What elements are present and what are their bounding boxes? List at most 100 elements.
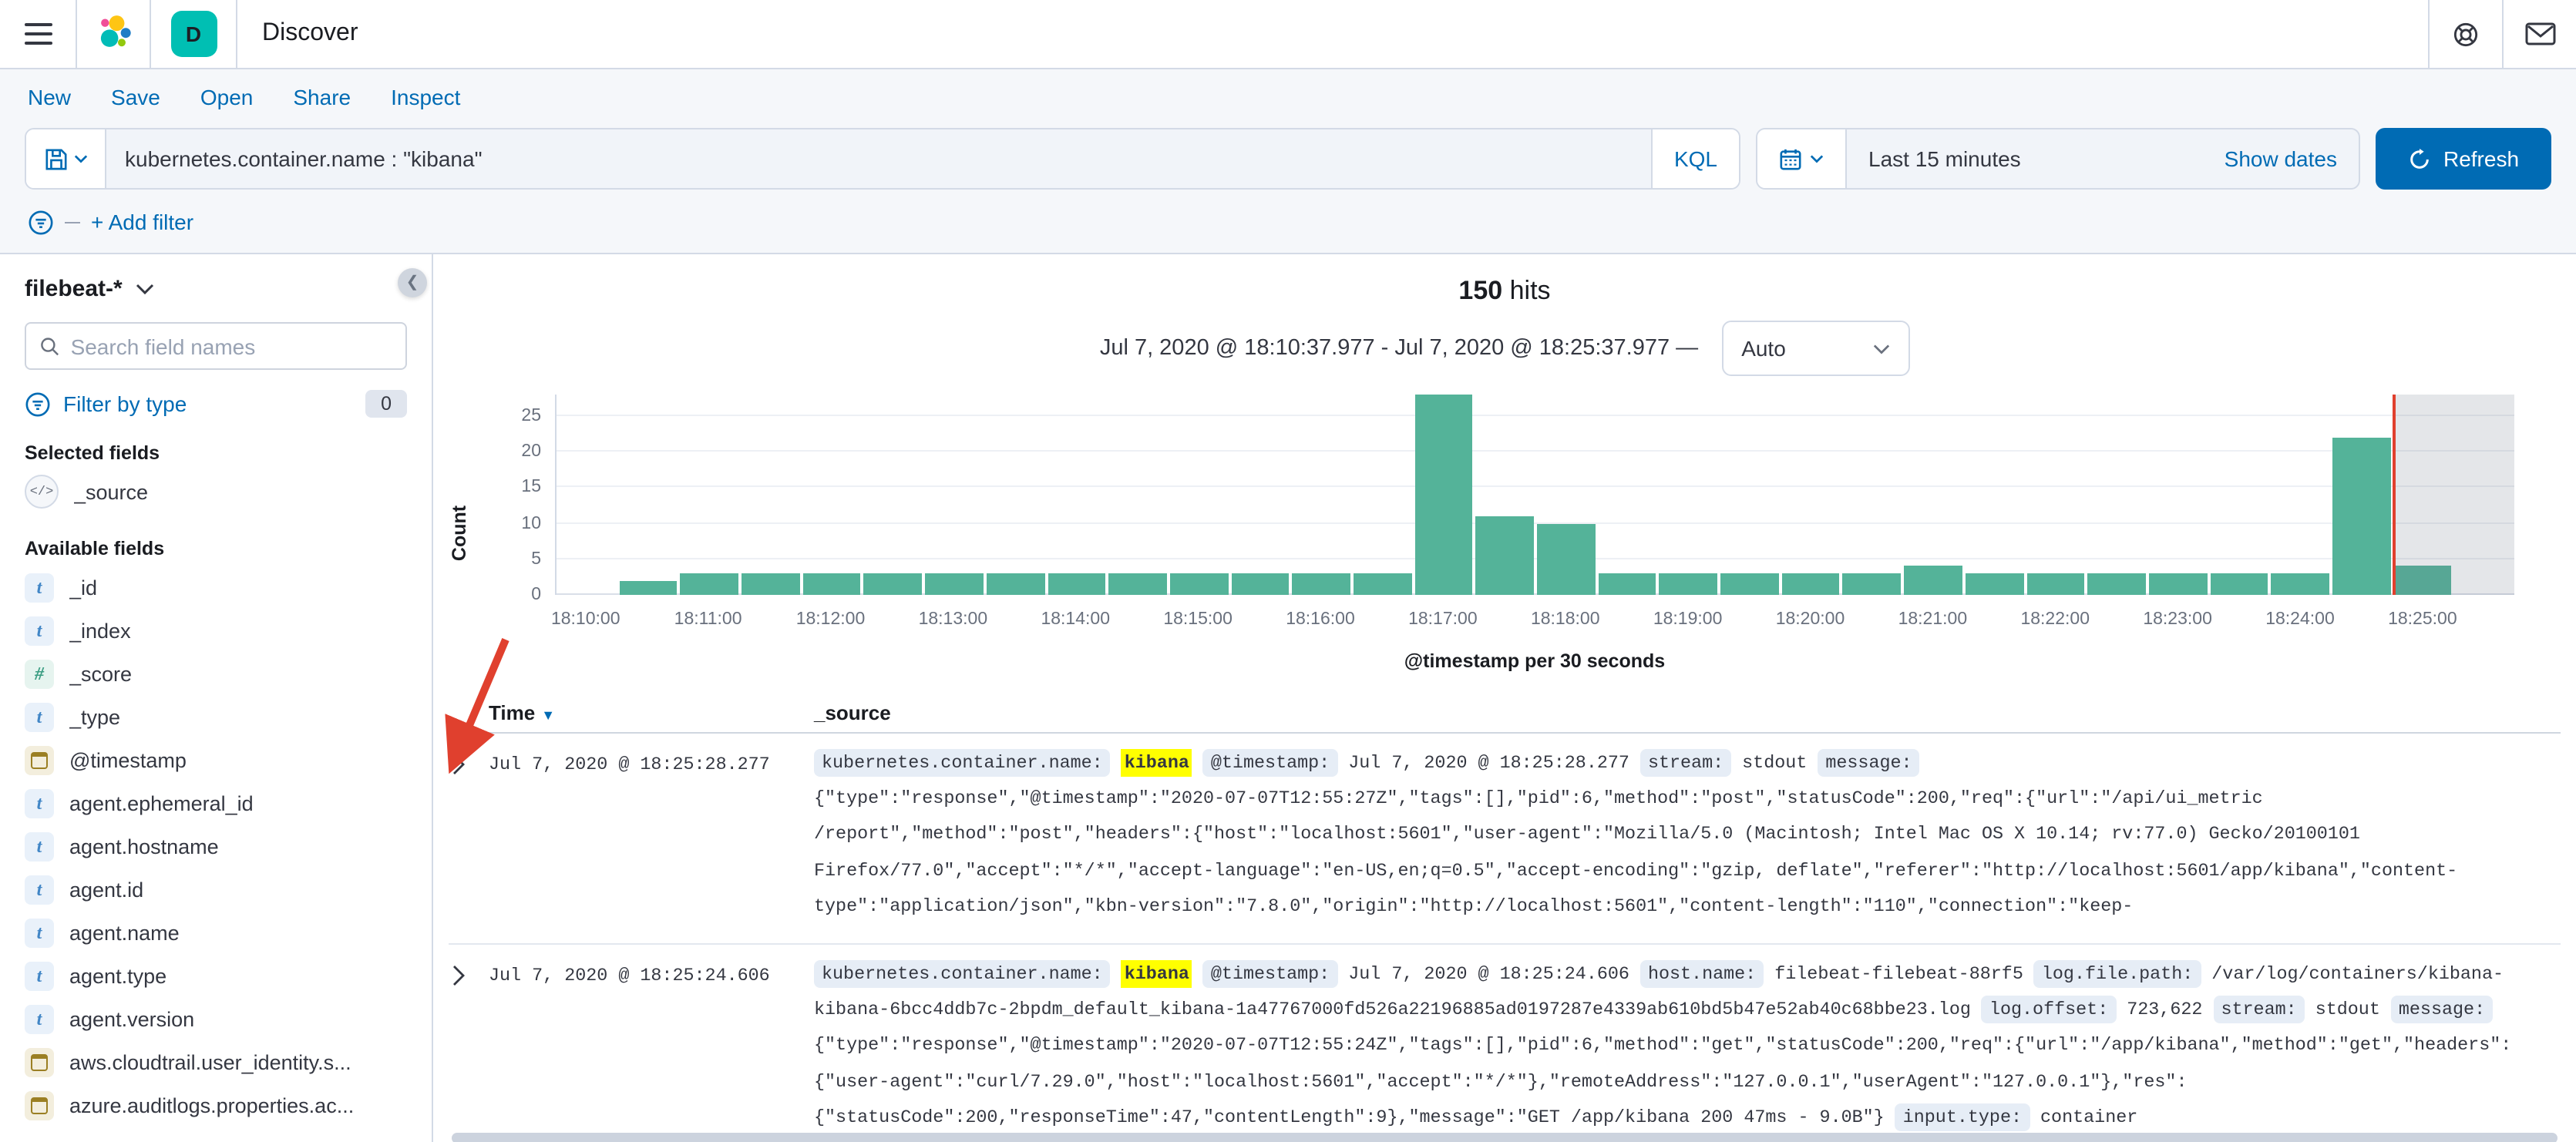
histogram-bar-slot xyxy=(679,395,740,595)
field-value: /var/log/containers/kibana- xyxy=(2211,963,2504,986)
field-item-_score[interactable]: # _score xyxy=(25,652,407,695)
histogram-bar-slot xyxy=(1658,395,1719,595)
nav-open[interactable]: Open xyxy=(200,85,254,109)
query-input[interactable] xyxy=(125,146,1633,171)
expand-row-button[interactable] xyxy=(449,957,489,1136)
kql-language-button[interactable]: KQL xyxy=(1650,129,1739,188)
source-line: kubernetes.container.name: kibana @timesta… xyxy=(814,746,2561,781)
field-name: _type xyxy=(69,705,121,728)
y-axis-tick-label: 15 xyxy=(521,478,541,497)
field-key-badge: log.offset: xyxy=(1981,996,2117,1024)
field-value: container xyxy=(2040,1106,2138,1128)
histogram-bar xyxy=(1781,573,1840,595)
nav-share[interactable]: Share xyxy=(293,85,351,109)
hits-label: hits xyxy=(1509,276,1551,305)
field-item-agent.name[interactable]: t agent.name xyxy=(25,911,407,954)
field-item-aws.cloudtrail.user_identity.s...[interactable]: aws.cloudtrail.user_identity.s... xyxy=(25,1040,407,1083)
gridline xyxy=(557,522,2514,524)
nav-new[interactable]: New xyxy=(28,85,72,109)
nav-save[interactable]: Save xyxy=(111,85,160,109)
expand-row-button[interactable] xyxy=(449,746,489,925)
field-item-agent.id[interactable]: t agent.id xyxy=(25,868,407,911)
histogram-bar xyxy=(1353,573,1412,595)
filter-by-type-button[interactable]: Filter by type xyxy=(63,391,187,416)
histogram-bars xyxy=(557,395,2514,595)
discover-content: 150 hits Jul 7, 2020 @ 18:10:37.977 - Ju… xyxy=(433,254,2576,1142)
string-field-icon: t xyxy=(25,961,54,990)
hamburger-menu-icon[interactable] xyxy=(0,0,77,68)
field-key-badge: @timestamp: xyxy=(1202,749,1338,777)
field-item-agent.version[interactable]: t agent.version xyxy=(25,997,407,1040)
field-item-_index[interactable]: t _index xyxy=(25,609,407,652)
add-filter-button[interactable]: + Add filter xyxy=(91,210,194,234)
histogram-bar xyxy=(1169,573,1229,595)
field-key-badge: kubernetes.container.name: xyxy=(814,960,1111,989)
field-value: stdout xyxy=(1742,752,1808,774)
field-key-badge: message: xyxy=(2390,996,2494,1024)
filter-row: + Add filter xyxy=(28,205,2548,239)
histogram-bar-slot xyxy=(1902,395,1963,595)
x-axis-tick-label: 18:25:00 xyxy=(2388,610,2457,629)
histogram-plot[interactable]: 0 5 10 15 20 25 xyxy=(521,395,2514,604)
save-query-button[interactable] xyxy=(26,129,106,188)
x-axis-tick-label: 18:12:00 xyxy=(795,610,866,629)
field-item-azure.auditlogs.properties.ac...[interactable]: azure.auditlogs.properties.ac... xyxy=(25,1083,407,1127)
calendar-glyph xyxy=(31,751,48,768)
field-name: _index xyxy=(69,619,131,642)
time-range-value[interactable]: Last 15 minutes xyxy=(1868,146,2021,171)
interval-select[interactable]: Auto xyxy=(1721,321,1910,376)
source-line: {"type":"response","@timestamp":"2020-07… xyxy=(814,781,2561,817)
refresh-button[interactable]: Refresh xyxy=(2376,128,2551,190)
query-toolbar-zone: New Save Open Share Inspect KQL xyxy=(0,69,2576,254)
date-field-icon xyxy=(25,745,54,774)
query-bar: KQL xyxy=(25,128,1740,190)
histogram-bar-slot xyxy=(1535,395,1596,595)
available-fields-heading: Available fields xyxy=(25,538,165,559)
elastic-logo-icon[interactable] xyxy=(77,0,151,68)
field-name: agent.hostname xyxy=(69,835,219,858)
filter-icon[interactable] xyxy=(28,209,54,235)
date-picker-calendar-button[interactable] xyxy=(1757,129,1847,188)
table-header-time[interactable]: Time ▼ xyxy=(489,701,556,724)
histogram-bar xyxy=(1842,573,1902,595)
current-time-marker xyxy=(2392,395,2396,595)
field-item-agent.ephemeral_id[interactable]: t agent.ephemeral_id xyxy=(25,781,407,825)
histogram-bar xyxy=(1292,573,1350,595)
histogram-bar xyxy=(1048,573,1106,595)
histogram-bar xyxy=(2148,573,2208,595)
field-item-_id[interactable]: t _id xyxy=(25,566,407,609)
horizontal-scrollbar[interactable] xyxy=(452,1133,2558,1142)
app-badge[interactable]: D xyxy=(151,0,237,68)
histogram-bar xyxy=(2210,573,2268,595)
histogram-bar xyxy=(863,573,923,595)
mail-icon[interactable] xyxy=(2502,0,2576,68)
sort-descending-icon: ▼ xyxy=(541,707,556,723)
field-value: Firefox/77.0","accept":"*/*","accept-lan… xyxy=(814,859,2458,882)
index-pattern-selector[interactable]: filebeat-* xyxy=(25,276,407,302)
string-field-icon: t xyxy=(25,573,54,602)
field-item-_type[interactable]: t _type xyxy=(25,695,407,738)
row-source: kubernetes.container.name: kibana @timesta… xyxy=(814,957,2561,1136)
hits-line: 150 hits xyxy=(433,276,2576,307)
help-icon[interactable] xyxy=(2428,0,2502,68)
nav-inspect[interactable]: Inspect xyxy=(391,85,461,109)
histogram-bar-slot xyxy=(1169,395,1229,595)
field-name: agent.ephemeral_id xyxy=(69,791,254,815)
field-item-agent.hostname[interactable]: t agent.hostname xyxy=(25,825,407,868)
show-dates-button[interactable]: Show dates xyxy=(2224,146,2337,171)
field-value: {"user-agent":"curl/7.29.0","host":"loca… xyxy=(814,1070,2188,1093)
field-item-agent.type[interactable]: t agent.type xyxy=(25,954,407,997)
histogram-bar-slot xyxy=(2025,395,2086,595)
field-key-badge: input.type: xyxy=(1895,1103,2030,1131)
x-axis-tick-label: 18:18:00 xyxy=(1530,610,1600,629)
field-name: _id xyxy=(69,576,98,599)
field-item-_source[interactable]: </> _source xyxy=(25,470,407,513)
field-item-@timestamp[interactable]: @timestamp xyxy=(25,738,407,781)
field-search-input[interactable] xyxy=(70,334,392,358)
calendar-glyph xyxy=(31,1097,48,1113)
selected-fields-heading: Selected fields xyxy=(25,442,160,464)
histogram-bar-slot xyxy=(1781,395,1841,595)
source-line: {"statusCode":200,"responseTime":47,"con… xyxy=(814,1100,2561,1136)
histogram-bar xyxy=(1598,573,1656,595)
collapse-sidebar-button[interactable]: ❮ xyxy=(398,268,427,297)
